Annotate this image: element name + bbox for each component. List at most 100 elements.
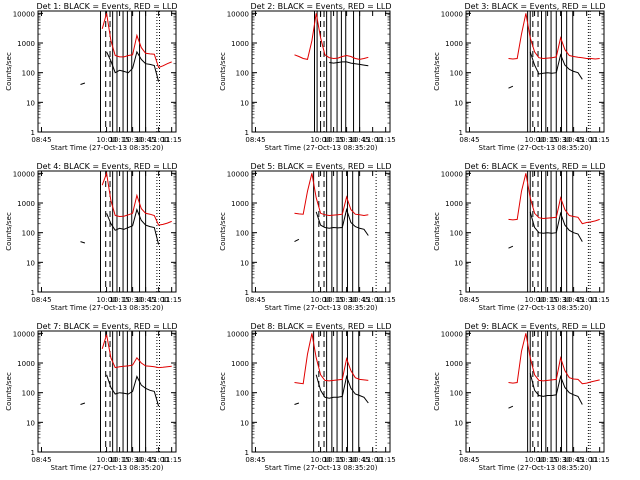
y-tick-label: 10000 bbox=[227, 170, 249, 178]
x-tick-label: 08:45 bbox=[245, 136, 265, 144]
y-tick-label: 10000 bbox=[227, 10, 249, 18]
x-tick-label: 08:45 bbox=[245, 456, 265, 464]
x-tick-label: 10:00 bbox=[524, 136, 544, 144]
y-tick-label: 10000 bbox=[441, 10, 463, 18]
panel-title: Det 9: BLACK = Events, RED = LLD bbox=[465, 322, 606, 331]
y-tick-label: 100 bbox=[450, 70, 463, 78]
x-tick-label: 11:00 bbox=[577, 456, 597, 464]
y-tick-label: 100 bbox=[236, 390, 249, 398]
y-tick-label: 1000 bbox=[17, 360, 35, 368]
x-tick-label: 10:15 bbox=[109, 456, 129, 464]
plot-frame bbox=[465, 10, 605, 133]
detector-panel-4: Det 4: BLACK = Events, RED = LLD 1 10 100 10… bbox=[5, 162, 182, 312]
detector-panel-5: Det 5: BLACK = Events, RED = LLD 1 10 100 10… bbox=[219, 162, 396, 312]
events-series-line bbox=[294, 207, 369, 243]
y-tick-label: 1 bbox=[31, 449, 35, 457]
x-tick-label: 10:15 bbox=[323, 136, 343, 144]
x-axis-label: Start Time (27-Oct-13 08:35:20) bbox=[479, 304, 592, 312]
x-tick-label: 11:00 bbox=[363, 136, 383, 144]
x-tick-label: 10:15 bbox=[537, 136, 557, 144]
y-tick-label: 10 bbox=[454, 419, 463, 427]
y-tick-label: 10 bbox=[240, 99, 249, 107]
events-series-line bbox=[80, 50, 160, 85]
x-tick-label: 10:15 bbox=[109, 296, 129, 304]
y-tick-label: 1 bbox=[31, 289, 35, 297]
x-tick-label: 11:15 bbox=[590, 456, 610, 464]
y-tick-label: 10000 bbox=[13, 10, 35, 18]
y-tick-label: 10 bbox=[26, 259, 35, 267]
y-tick-label: 1 bbox=[245, 129, 249, 137]
x-tick-label: 10:30 bbox=[337, 296, 357, 304]
x-tick-label: 10:30 bbox=[337, 456, 357, 464]
plot-frame bbox=[37, 10, 177, 133]
y-tick-label: 10000 bbox=[13, 330, 35, 338]
y-axis-label: Counts/sec bbox=[219, 372, 227, 411]
x-tick-label: 10:45 bbox=[136, 296, 156, 304]
panel-title: Det 4: BLACK = Events, RED = LLD bbox=[37, 162, 178, 171]
x-tick-label: 08:45 bbox=[459, 296, 479, 304]
x-tick-label: 08:45 bbox=[31, 136, 51, 144]
events-series-line bbox=[508, 51, 583, 89]
y-axis-label: Counts/sec bbox=[433, 52, 441, 91]
x-axis-label: Start Time (27-Oct-13 08:35:20) bbox=[51, 144, 164, 152]
lld-series-line bbox=[508, 173, 600, 225]
detector-panel-7: Det 7: BLACK = Events, RED = LLD 1 10 100 10… bbox=[5, 322, 182, 472]
events-series-line bbox=[329, 61, 369, 67]
panel-title: Det 3: BLACK = Events, RED = LLD bbox=[465, 2, 606, 11]
y-tick-label: 1 bbox=[459, 289, 463, 297]
x-tick-label: 10:45 bbox=[136, 136, 156, 144]
x-tick-label: 10:15 bbox=[537, 456, 557, 464]
x-tick-label: 08:45 bbox=[31, 296, 51, 304]
x-tick-label: 10:00 bbox=[524, 296, 544, 304]
x-tick-label: 10:45 bbox=[564, 296, 584, 304]
detector-panel-8: Det 8: BLACK = Events, RED = LLD 1 10 100 10… bbox=[219, 322, 396, 472]
x-tick-label: 08:45 bbox=[459, 136, 479, 144]
x-axis-label: Start Time (27-Oct-13 08:35:20) bbox=[479, 144, 592, 152]
y-axis-label: Counts/sec bbox=[5, 372, 13, 411]
x-tick-label: 10:00 bbox=[310, 136, 330, 144]
x-tick-label: 10:00 bbox=[96, 456, 116, 464]
y-tick-label: 10000 bbox=[441, 330, 463, 338]
detector-panel-2: Det 2: BLACK = Events, RED = LLD 1 10 100 10… bbox=[219, 2, 396, 152]
y-tick-label: 10 bbox=[240, 419, 249, 427]
y-tick-label: 100 bbox=[22, 230, 35, 238]
x-tick-label: 10:30 bbox=[551, 296, 571, 304]
plot-frame bbox=[37, 330, 177, 453]
y-tick-label: 1 bbox=[459, 129, 463, 137]
x-tick-label: 11:15 bbox=[162, 456, 182, 464]
y-tick-label: 10 bbox=[240, 259, 249, 267]
x-tick-label: 10:15 bbox=[323, 296, 343, 304]
detector-panel-6: Det 6: BLACK = Events, RED = LLD 1 10 100 10… bbox=[433, 162, 610, 312]
y-tick-label: 100 bbox=[22, 390, 35, 398]
x-tick-label: 10:45 bbox=[350, 296, 370, 304]
x-tick-label: 10:45 bbox=[564, 456, 584, 464]
x-axis-label: Start Time (27-Oct-13 08:35:20) bbox=[51, 304, 164, 312]
x-tick-label: 08:45 bbox=[31, 456, 51, 464]
events-series-line bbox=[80, 374, 160, 407]
y-tick-label: 10 bbox=[26, 99, 35, 107]
y-tick-label: 100 bbox=[450, 390, 463, 398]
x-tick-label: 10:15 bbox=[323, 456, 343, 464]
y-axis-label: Counts/sec bbox=[433, 212, 441, 251]
x-tick-label: 10:00 bbox=[96, 136, 116, 144]
y-tick-label: 1000 bbox=[445, 360, 463, 368]
plot-frame bbox=[251, 170, 391, 293]
y-tick-label: 1 bbox=[245, 289, 249, 297]
x-tick-label: 10:30 bbox=[551, 136, 571, 144]
panel-title: Det 7: BLACK = Events, RED = LLD bbox=[37, 322, 178, 331]
x-tick-label: 11:00 bbox=[149, 456, 169, 464]
y-axis-label: Counts/sec bbox=[219, 212, 227, 251]
x-tick-label: 10:45 bbox=[564, 136, 584, 144]
y-axis-label: Counts/sec bbox=[5, 52, 13, 91]
y-tick-label: 1000 bbox=[231, 360, 249, 368]
x-tick-label: 11:15 bbox=[162, 296, 182, 304]
y-tick-label: 10 bbox=[454, 99, 463, 107]
x-tick-label: 11:00 bbox=[363, 296, 383, 304]
x-tick-label: 10:00 bbox=[310, 456, 330, 464]
y-tick-label: 10 bbox=[26, 419, 35, 427]
x-axis-label: Start Time (27-Oct-13 08:35:20) bbox=[265, 144, 378, 152]
y-axis-label: Counts/sec bbox=[433, 372, 441, 411]
y-tick-label: 10 bbox=[454, 259, 463, 267]
x-tick-label: 10:45 bbox=[350, 136, 370, 144]
